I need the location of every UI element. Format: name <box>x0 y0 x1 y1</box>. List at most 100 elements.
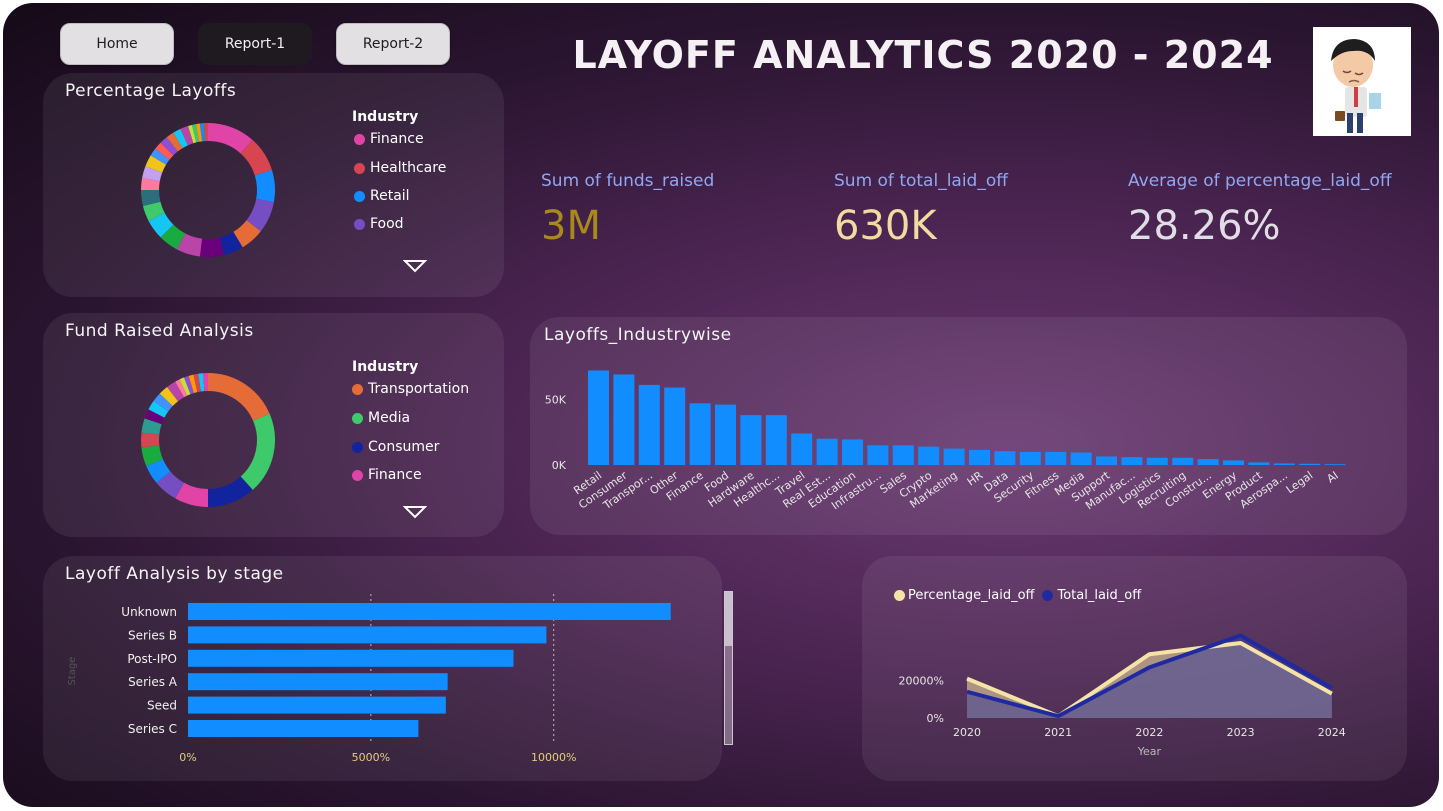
legend-item-transportation[interactable]: Transportation <box>352 381 469 397</box>
industry-bar <box>740 415 762 465</box>
y-axis-label: Stage <box>67 657 78 686</box>
industry-bar <box>969 449 990 465</box>
donut-slice <box>144 409 165 425</box>
x-tick-label: 2023 <box>1227 726 1255 739</box>
stage-bar <box>188 649 514 667</box>
legend-title: Industry <box>352 359 419 375</box>
donut-slice <box>148 401 169 418</box>
kpi-avg-percentage-label: Average of percentage_laid_off <box>1128 171 1392 191</box>
donut-slice <box>180 126 194 146</box>
legend-dot <box>354 133 365 145</box>
donut-slice <box>160 137 178 156</box>
yearly-area-chart[interactable]: 0% 20000% 2020 2021 2022 2023 2024 Year <box>862 556 1407 781</box>
report-1-button[interactable]: Report-1 <box>198 23 312 65</box>
y-tick-label: 50K <box>545 393 567 406</box>
donut-slice <box>175 482 209 507</box>
x-tick-label: 10000% <box>531 751 576 764</box>
percentage-layoffs-donut[interactable] <box>133 115 283 265</box>
stage-bar-chart[interactable]: 0% 5000% 10000% Stage Unknown Series B Post-IP… <box>43 556 722 781</box>
y-tick-label: Post-IPO <box>127 652 177 666</box>
legend-item-media[interactable]: Media <box>352 410 410 426</box>
home-button[interactable]: Home <box>60 23 174 65</box>
donut-slice <box>167 381 185 402</box>
legend-item-finance[interactable]: Finance <box>352 467 422 483</box>
kpi-funds-raised-value: 3M <box>541 203 601 249</box>
donut-slice <box>207 476 253 507</box>
legend-item-finance[interactable]: Finance <box>354 131 424 147</box>
donut-slice <box>156 471 185 499</box>
donut-slice <box>141 418 162 435</box>
scrollbar-thumb[interactable] <box>725 592 732 646</box>
donut-slice <box>146 458 171 483</box>
donut-slice <box>176 233 203 257</box>
stage-chart-scrollbar[interactable] <box>724 591 733 745</box>
x-tick-label: 0% <box>179 751 196 764</box>
caret-down-outline-icon[interactable] <box>403 505 427 519</box>
legend-item-food[interactable]: Food <box>354 216 404 232</box>
donut-slice <box>254 170 275 203</box>
stage-analysis-card: Layoff Analysis by stage 0% 5000% 10000% St… <box>43 556 722 781</box>
y-tick-label: 20000% <box>899 675 944 688</box>
legend-title: Industry <box>352 109 419 125</box>
caret-down-outline-icon[interactable] <box>403 259 427 273</box>
legend-label-percentage[interactable]: Percentage_laid_off <box>908 588 1035 603</box>
legend-label-total[interactable]: Total_laid_off <box>1057 588 1142 603</box>
donut-slice <box>141 189 161 207</box>
legend-dot <box>352 441 363 453</box>
donut-slice <box>193 373 201 393</box>
legend-label: Retail <box>370 188 410 204</box>
industry-bar-chart[interactable]: 0K50KRetailConsumerTranspor...OtherFinan… <box>530 317 1407 535</box>
x-tick-label: 2021 <box>1044 726 1072 739</box>
y-tick-label: Series C <box>128 722 177 736</box>
industry-bar <box>613 374 635 465</box>
industry-bar <box>1223 460 1244 465</box>
fund-raised-donut[interactable] <box>133 365 283 515</box>
industry-bar <box>588 370 609 465</box>
series-area <box>967 635 1332 718</box>
industry-chart-title: Layoffs_Industrywise <box>544 325 732 345</box>
donut-slice <box>173 128 189 149</box>
y-tick-label: Seed <box>147 699 177 713</box>
industry-bar <box>1172 457 1194 465</box>
industry-bar <box>1248 462 1270 465</box>
legend-dot <box>352 412 363 424</box>
y-tick-label: Series B <box>128 628 177 642</box>
stage-chart-title: Layoff Analysis by stage <box>65 564 284 584</box>
report-2-button[interactable]: Report-2 <box>336 23 450 65</box>
yearly-legend: Percentage_laid_off Total_laid_off <box>894 588 1141 603</box>
legend-item-consumer[interactable]: Consumer <box>352 439 439 455</box>
donut-slice <box>219 231 243 256</box>
industry-bar <box>943 448 965 465</box>
legend-dot <box>352 383 363 395</box>
industry-bar <box>765 415 787 465</box>
industry-bar <box>1299 463 1321 465</box>
industry-bar <box>715 404 736 465</box>
series-line <box>966 633 1333 719</box>
legend-dot <box>354 162 365 174</box>
donut-slice <box>207 123 253 154</box>
industry-bar <box>1096 456 1117 465</box>
legend-dot <box>1042 590 1054 601</box>
donut-slice <box>191 124 200 143</box>
donut-slice <box>246 198 274 232</box>
donut-slice <box>207 373 270 422</box>
legend-label: Consumer <box>368 439 440 455</box>
kpi-total-laid-off-label: Sum of total_laid_off <box>834 171 1008 191</box>
dashboard-canvas: Home Report-1 Report-2 LAYOFF ANALYTICS … <box>3 3 1439 807</box>
industry-bar <box>842 439 863 465</box>
legend-dot <box>354 218 365 230</box>
stage-bar <box>188 673 448 691</box>
kpi-total-laid-off-value: 630K <box>834 203 937 249</box>
yearly-trend-card: Percentage_laid_off Total_laid_off 0% 200… <box>862 556 1407 781</box>
stage-bar <box>188 626 547 644</box>
x-tick-label: 2024 <box>1318 726 1346 739</box>
kpi-funds-raised-label: Sum of funds_raised <box>541 171 715 191</box>
x-tick-label: AI <box>1325 469 1341 486</box>
donut-slice <box>155 142 174 160</box>
legend-item-retail[interactable]: Retail <box>354 188 410 204</box>
donut-slice <box>142 201 165 222</box>
industry-bar <box>1146 457 1168 465</box>
donut-slice <box>188 374 198 394</box>
industry-bar <box>994 451 1016 465</box>
legend-item-healthcare[interactable]: Healthcare <box>354 160 446 176</box>
